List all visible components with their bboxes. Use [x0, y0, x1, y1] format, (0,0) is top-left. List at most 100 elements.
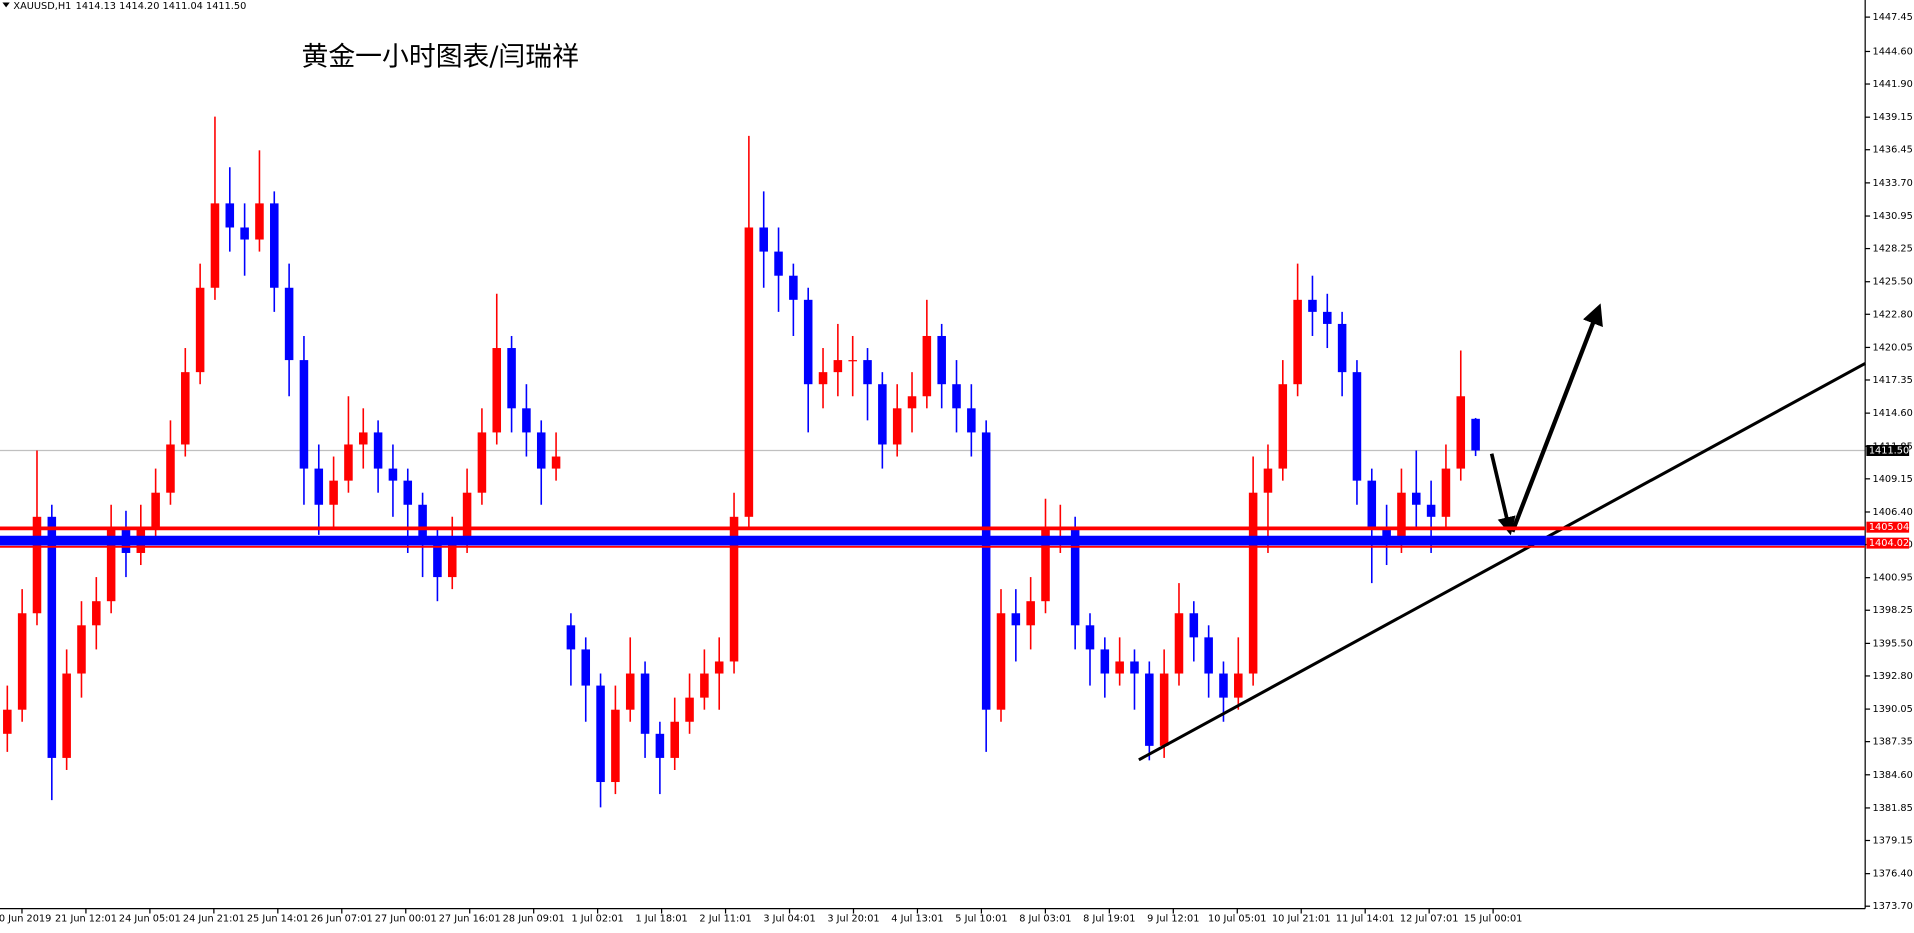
candle-body — [1471, 418, 1480, 451]
y-tick-label: 1376.40 — [1872, 869, 1912, 880]
y-tick-label: 1409.15 — [1872, 474, 1912, 485]
candle-body — [1456, 396, 1466, 469]
x-tick-label: 21 Jun 12:01 — [55, 913, 117, 924]
candle-body — [1382, 528, 1391, 541]
candle-body — [1174, 613, 1184, 674]
x-tick-label: 15 Jul 00:01 — [1464, 913, 1522, 924]
x-tick-label: 3 Jul 04:01 — [763, 913, 815, 924]
x-tick-label: 12 Jul 07:01 — [1400, 913, 1458, 924]
candle-body — [1441, 468, 1451, 517]
level-label: 1404.02 — [1869, 538, 1909, 549]
x-tick-label: 9 Jul 12:01 — [1147, 913, 1199, 924]
y-tick-label: 1392.80 — [1872, 671, 1912, 682]
x-tick-label: 20 Jun 2019 — [0, 913, 51, 924]
candle-body — [996, 613, 1006, 710]
candle-body — [1426, 504, 1436, 517]
candle-body — [1100, 649, 1110, 674]
chart-title: 黄金一小时图表/闫瑞祥 — [302, 42, 579, 73]
candle-body — [1011, 613, 1021, 626]
y-tick-label: 1441.90 — [1872, 79, 1912, 90]
candle-body — [981, 432, 991, 710]
candle-body — [225, 203, 235, 228]
y-tick-label: 1420.05 — [1872, 342, 1912, 353]
candle-body — [1278, 384, 1288, 469]
y-tick-label: 1439.15 — [1872, 112, 1912, 123]
candle-body — [952, 384, 961, 409]
candle-body — [670, 721, 679, 758]
candle-body — [596, 685, 605, 783]
candle-body — [344, 444, 353, 481]
y-tick-label: 1422.80 — [1872, 309, 1912, 320]
symbol: XAUUSD,H1 — [13, 1, 71, 12]
candle-body — [1337, 323, 1347, 373]
candle-body — [1367, 480, 1377, 529]
x-tick-label: 25 Jun 14:01 — [247, 913, 309, 924]
candle-body — [729, 516, 739, 662]
x-tick-label: 4 Jul 13:01 — [891, 913, 943, 924]
candle-body — [1308, 299, 1317, 312]
candle-body — [803, 299, 813, 385]
candle-body — [284, 287, 294, 361]
candle-body — [77, 625, 86, 674]
x-tick-label: 8 Jul 19:01 — [1083, 913, 1135, 924]
y-tick-label: 1425.50 — [1872, 277, 1912, 288]
candle-body — [47, 516, 57, 758]
menu-triangle[interactable] — [2, 2, 10, 8]
level-label-box — [1866, 537, 1910, 549]
level-label-box — [1866, 521, 1910, 533]
candle-body — [1159, 673, 1169, 746]
candle-body — [1352, 372, 1362, 481]
x-tick-label: 1 Jul 02:01 — [571, 913, 623, 924]
candle-body — [655, 733, 665, 758]
y-tick-label: 1379.15 — [1872, 835, 1912, 846]
candle-body — [388, 468, 398, 481]
candle-body — [418, 504, 427, 541]
candle-body — [744, 227, 754, 517]
candle-body — [1085, 625, 1095, 650]
x-tick-label: 10 Jul 21:01 — [1272, 913, 1330, 924]
candle-body — [937, 335, 946, 385]
candle-body — [522, 408, 531, 433]
candle-body — [1219, 673, 1228, 698]
candle-body — [1234, 673, 1243, 698]
candle-body — [1041, 528, 1050, 602]
candle-body — [181, 372, 190, 445]
y-tick-label: 1414.60 — [1872, 408, 1912, 419]
candle-body — [270, 203, 279, 288]
candle-body — [892, 408, 902, 445]
x-tick-label: 10 Jul 05:01 — [1208, 913, 1266, 924]
y-tick-label: 1406.40 — [1872, 507, 1912, 518]
candle-body — [967, 408, 976, 433]
candle-body — [611, 709, 620, 783]
candle-body — [403, 480, 413, 505]
arrow-down — [1489, 453, 1516, 536]
candle-body — [1263, 468, 1273, 493]
candle-body — [878, 384, 887, 445]
candle-body — [1397, 492, 1406, 541]
candle-body — [1115, 661, 1124, 674]
y-tick-label: 1436.45 — [1872, 145, 1912, 156]
y-tick-label: 1373.70 — [1872, 901, 1912, 912]
candle-body — [433, 540, 442, 578]
y-tick-label: 1387.35 — [1872, 737, 1912, 748]
candle-body — [625, 673, 635, 710]
y-tick-label: 1444.60 — [1872, 46, 1912, 57]
y-tick-label: 1395.50 — [1872, 638, 1912, 649]
candle-body — [774, 251, 783, 276]
candle-body — [833, 360, 843, 373]
candle-body — [492, 348, 502, 433]
candle-body — [640, 673, 650, 734]
candle-body — [1189, 613, 1199, 638]
x-tick-label: 27 Jun 16:01 — [439, 913, 501, 924]
candle-body — [551, 456, 561, 469]
candle-body — [714, 661, 724, 674]
candle-body — [907, 396, 917, 409]
y-tick-label: 1433.70 — [1872, 178, 1912, 189]
candle-body — [1412, 492, 1421, 505]
candle-body — [195, 287, 205, 373]
y-tick-label: 1398.25 — [1872, 605, 1912, 616]
candle-body — [62, 673, 71, 758]
y-tick-label: 1390.05 — [1872, 704, 1912, 715]
candle-body — [255, 203, 264, 240]
candle-body — [17, 613, 27, 710]
